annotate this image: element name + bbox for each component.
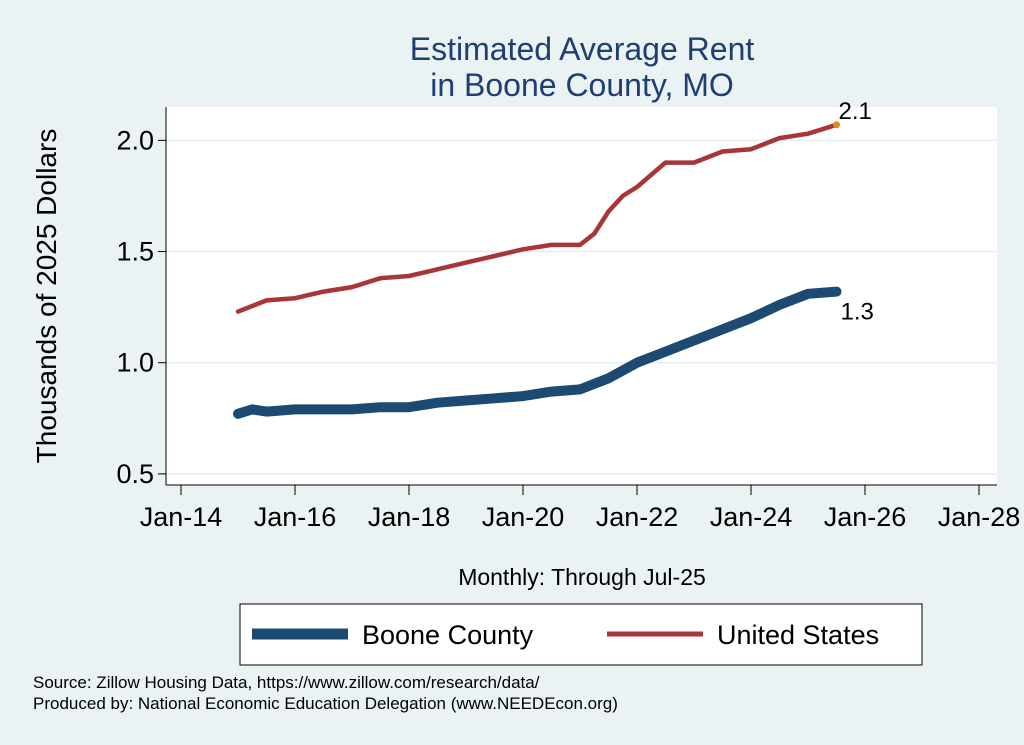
y-tick-label: 1.5 — [116, 237, 154, 267]
x-tick-label: Jan-18 — [368, 502, 451, 532]
series-line-united-states — [235, 122, 839, 314]
x-tick-label: Jan-20 — [482, 502, 565, 532]
series-line-boone-county — [233, 286, 842, 419]
x-tick-label: Jan-16 — [254, 502, 337, 532]
x-tick-label: Jan-14 — [140, 502, 223, 532]
chart-title-line-1: Estimated Average Rent — [410, 31, 755, 67]
x-axis-title: Monthly: Through Jul-25 — [458, 564, 706, 590]
producer-note: Produced by: National Economic Education… — [33, 694, 618, 713]
x-tick-label: Jan-24 — [710, 502, 793, 532]
y-tick-label: 0.5 — [116, 459, 154, 489]
y-tick-label: 1.0 — [116, 348, 154, 378]
source-note: Source: Zillow Housing Data, https://www… — [33, 673, 540, 692]
y-axis-title: Thousands of 2025 Dollars — [31, 129, 62, 464]
legend-box — [239, 603, 923, 666]
x-tick-label: Jan-26 — [824, 502, 907, 532]
legend-label-boone-county: Boone County — [362, 620, 534, 650]
plot-area — [166, 107, 997, 485]
y-tick-label: 2.0 — [116, 125, 154, 155]
end-label-united-states: 2.1 — [839, 98, 872, 125]
x-tick-label: Jan-22 — [596, 502, 679, 532]
legend-label-united-states: United States — [717, 620, 879, 650]
end-marker-united-states — [833, 121, 840, 129]
x-tick-label: Jan-28 — [938, 502, 1021, 532]
end-label-boone-county: 1.3 — [841, 299, 874, 326]
chart-title-line-2: in Boone County, MO — [430, 67, 734, 103]
